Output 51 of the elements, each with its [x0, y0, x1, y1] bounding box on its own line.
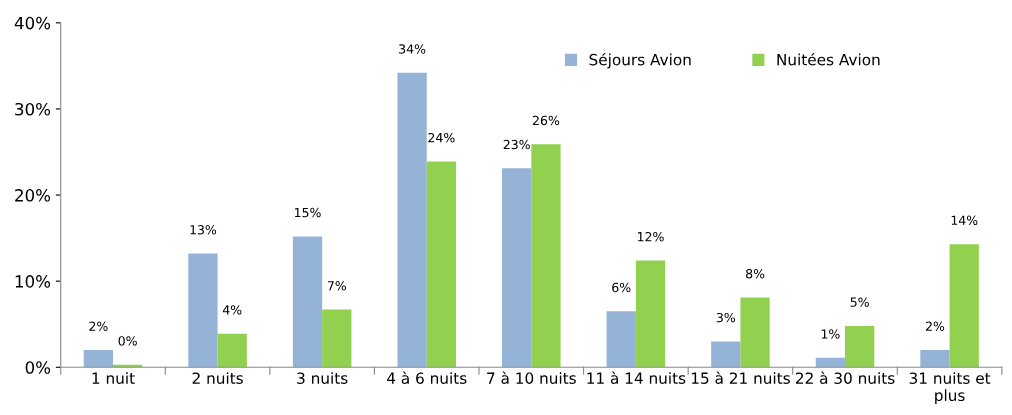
bar [502, 168, 532, 368]
y-tick-label: 10% [15, 275, 51, 288]
legend-label: Séjours Avion [589, 52, 691, 69]
data-label: 2% [89, 321, 108, 331]
legend-label: Nuitées Avion [777, 52, 880, 66]
bar [845, 325, 875, 368]
data-label: 15% [294, 207, 321, 218]
y-tick-label: 20% [15, 189, 51, 202]
data-label: 3% [716, 312, 736, 323]
data-label: 0% [118, 336, 137, 346]
y-tick-label: 30% [15, 102, 51, 116]
bar [606, 311, 636, 368]
x-tick-label: 1 nuit [92, 372, 135, 384]
bar [920, 350, 950, 368]
bar [949, 244, 979, 368]
bar [426, 161, 457, 368]
bar [711, 341, 741, 368]
bar [322, 309, 352, 368]
bar [292, 236, 323, 368]
data-label: 13% [190, 225, 217, 235]
data-label: 4% [222, 305, 242, 315]
bar [217, 333, 247, 368]
data-label: 26% [532, 115, 560, 126]
x-tick-label: 22 à 30 nuits [795, 371, 895, 384]
bar [188, 253, 218, 368]
bar [397, 72, 427, 368]
x-tick-label: 31 nuits et plus [909, 372, 991, 405]
data-label: 8% [746, 268, 765, 279]
data-label: 34% [399, 44, 426, 54]
data-label: 2% [925, 321, 945, 331]
bar [815, 357, 846, 368]
data-label: 1% [821, 329, 840, 339]
data-label: 5% [850, 297, 869, 307]
data-label: 7% [327, 281, 347, 291]
x-tick-label: 11 à 14 nuits [587, 371, 686, 384]
x-tick-label: 7 à 10 nuits [487, 371, 576, 384]
data-label: 12% [637, 231, 664, 242]
bar [531, 144, 561, 368]
y-tick-label: 40% [14, 16, 51, 30]
x-tick-label: 4 à 6 nuits [387, 371, 467, 384]
x-tick-label: 15 à 21 nuits [691, 371, 790, 384]
bar [83, 350, 114, 368]
x-tick-label: 2 nuits [192, 372, 243, 384]
data-label: 24% [428, 132, 455, 143]
data-label: 6% [612, 282, 631, 293]
x-tick-label: 3 nuits [297, 372, 348, 384]
bar [635, 260, 666, 368]
bar [740, 297, 770, 368]
data-label: 14% [951, 215, 978, 226]
y-tick-label: 0% [25, 361, 51, 374]
data-label: 23% [503, 139, 530, 150]
